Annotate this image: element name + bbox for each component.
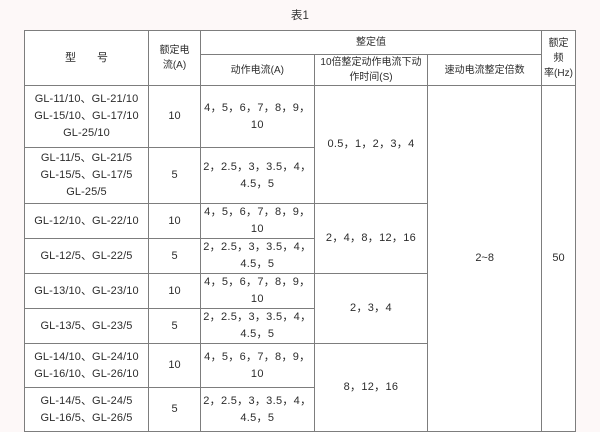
cell-operating-time: 8，12，16	[313, 343, 429, 432]
header-operating-current: 动作电流(A)	[200, 54, 315, 86]
table-row: GL-12/5、GL-22/5 5 2，2.5，3，3.5，4，4.5，5	[24, 238, 576, 274]
cell-operating-current: 2，2.5，3，3.5，4，4.5，5	[200, 308, 315, 344]
cell-operating-current: 2，2.5，3，3.5，4，4.5，5	[200, 147, 315, 204]
table-row: GL-13/5、GL-23/5 5 2，2.5，3，3.5，4，4.5，5	[24, 308, 576, 344]
cell-model: GL-12/10、GL-22/10	[24, 203, 149, 239]
cell-rated-current: 5	[148, 147, 201, 204]
header-rated-current: 额定电 流(A)	[148, 30, 201, 86]
header-model: 型 号	[24, 30, 149, 86]
header-row-top: 型 号 额定电 流(A) 整定值 额定频 率(Hz)	[24, 30, 576, 86]
table-body: GL-11/10、GL-21/10 GL-15/10、GL-17/10 GL-2…	[24, 85, 576, 432]
cell-rated-frequency: 50	[541, 85, 576, 432]
table-row: GL-11/10、GL-21/10 GL-15/10、GL-17/10 GL-2…	[24, 85, 576, 432]
table-title-bar: 表1	[0, 6, 600, 24]
cell-model: GL-12/5、GL-22/5	[24, 238, 149, 274]
cell-rated-current: 5	[148, 308, 201, 344]
header-operating-time: 10倍整定动作电流下动作时间(S)	[313, 54, 429, 86]
header-quick-current-multiple: 速动电流整定倍数	[427, 54, 542, 86]
cell-quick-current-multiple: 2~8	[427, 85, 542, 432]
cell-rated-current: 10	[148, 273, 201, 309]
cell-rated-current: 10	[148, 203, 201, 239]
table-row: GL-12/10、GL-22/10 10 4，5，6，7，8，9，10 2，4，…	[24, 203, 576, 274]
page-root: 表1 型 号 额定电 流(A) 整定值 额定频 率(Hz)	[0, 6, 600, 432]
cell-model: GL-11/5、GL-21/5 GL-15/5、GL-17/5 GL-25/5	[24, 147, 149, 204]
cell-rated-current: 10	[148, 343, 201, 388]
cell-operating-current: 4，5，6，7，8，9，10	[200, 85, 315, 148]
table-row: GL-11/5、GL-21/5 GL-15/5、GL-17/5 GL-25/5 …	[24, 147, 576, 204]
cell-model: GL-14/10、GL-24/10 GL-16/10、GL-26/10	[24, 343, 149, 388]
header-model-label: 型 号	[65, 51, 113, 64]
cell-operating-time: 2，4，8，12，16	[313, 203, 429, 274]
header-row-bottom: 动作电流(A) 10倍整定动作电流下动作时间(S) 速动电流整定倍数	[25, 54, 576, 86]
cell-model: GL-13/10、GL-23/10	[24, 273, 149, 309]
cell-rated-current: 10	[148, 85, 201, 148]
header-setting-group: 整定值	[200, 30, 542, 55]
table-row: GL-13/10、GL-23/10 10 4，5，6，7，8，9，10 2，3，…	[24, 273, 576, 344]
cell-operating-current: 2，2.5，3，3.5，4，4.5，5	[200, 387, 315, 432]
spec-table-container: 型 号 额定电 流(A) 整定值 额定频 率(Hz) 动作电流(A) 10倍整定…	[24, 30, 576, 432]
cell-operating-current: 4，5，6，7，8，9，10	[200, 203, 315, 239]
header-rated-current-line2: 流(A)	[162, 60, 187, 71]
cell-operating-current: 4，5，6，7，8，9，10	[200, 343, 315, 388]
header-rated-frequency-line1: 额定频	[548, 37, 569, 64]
header-rated-frequency: 额定频 率(Hz)	[541, 30, 576, 86]
header-rated-current-line1: 额定电	[159, 45, 190, 56]
cell-operating-current: 4，5，6，7，8，9，10	[200, 273, 315, 309]
cell-rated-current: 5	[148, 238, 201, 274]
cell-operating-time: 2，3，4	[313, 273, 429, 344]
cell-rated-current: 5	[148, 387, 201, 432]
cell-model: GL-14/5、GL-24/5 GL-16/5、GL-26/5	[24, 387, 149, 432]
cell-model: GL-11/10、GL-21/10 GL-15/10、GL-17/10 GL-2…	[24, 85, 149, 148]
table-title: 表1	[290, 10, 310, 22]
cell-operating-current: 2，2.5，3，3.5，4，4.5，5	[200, 238, 315, 274]
table-head: 型 号 额定电 流(A) 整定值 额定频 率(Hz) 动作电流(A) 10倍整定…	[24, 30, 576, 86]
cell-operating-time: 0.5，1，2，3，4	[313, 85, 429, 204]
relay-spec-table: 型 号 额定电 流(A) 整定值 额定频 率(Hz) 动作电流(A) 10倍整定…	[24, 30, 576, 432]
header-rated-frequency-line2: 率(Hz)	[544, 67, 573, 79]
cell-model: GL-13/5、GL-23/5	[24, 308, 149, 344]
